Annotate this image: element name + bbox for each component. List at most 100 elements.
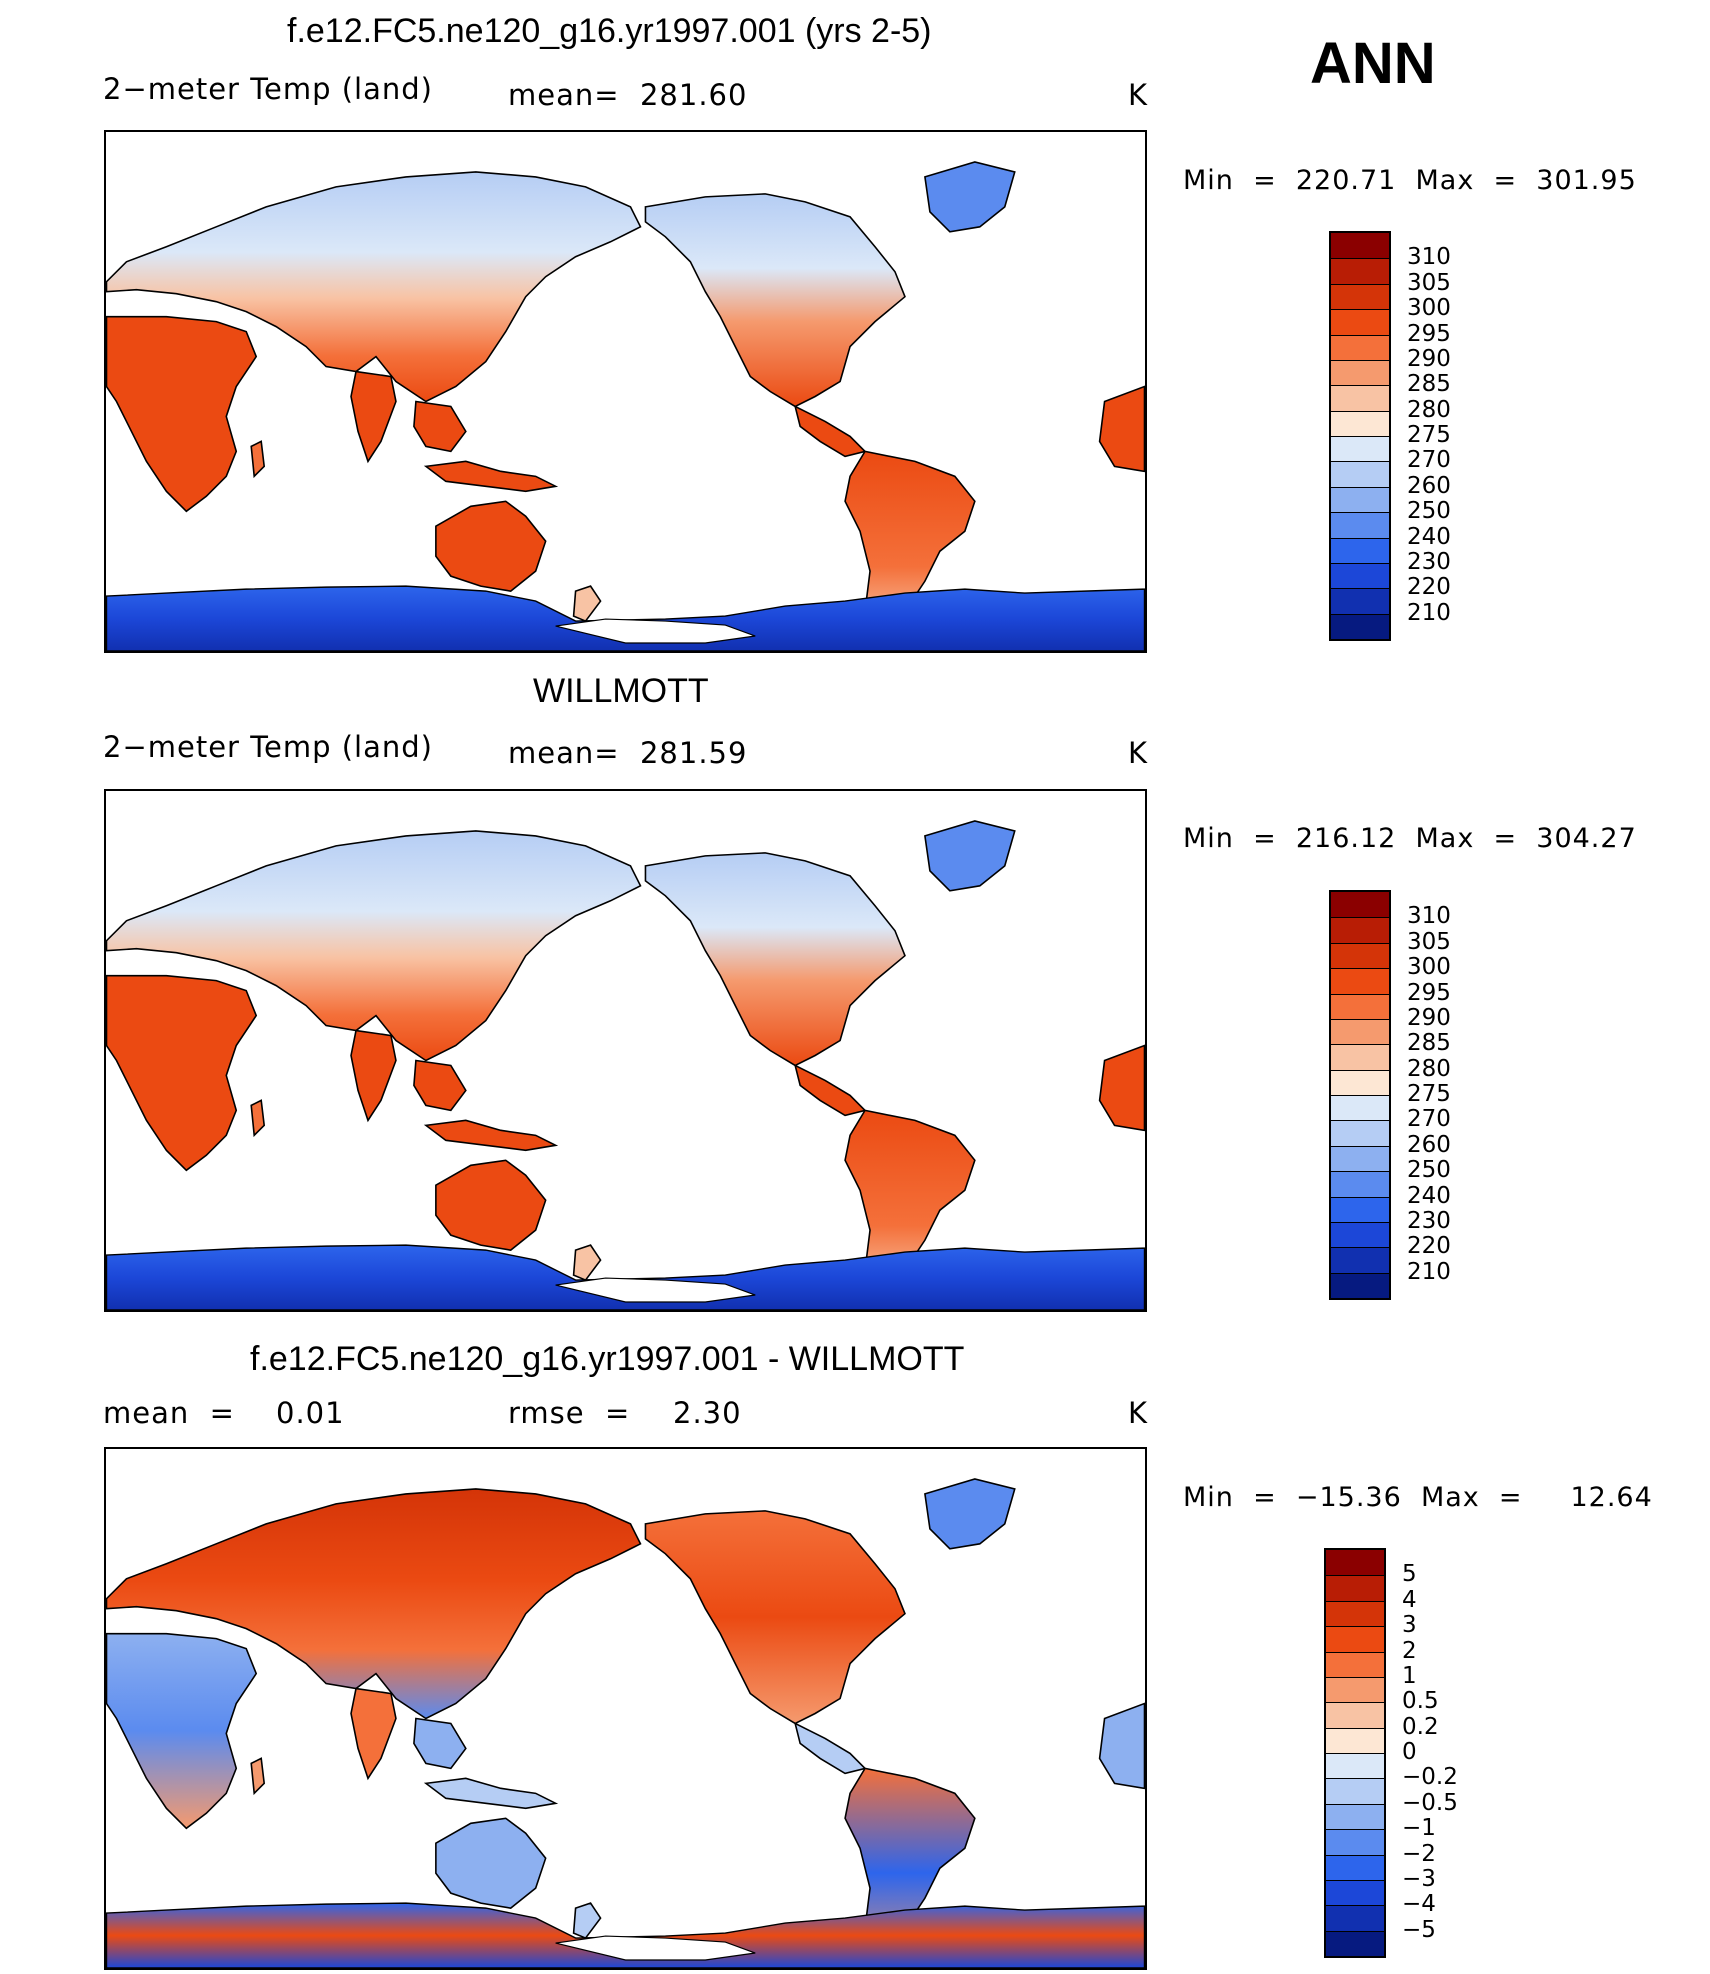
colorbar-segment [1326, 1575, 1384, 1601]
land-seasia [413, 1717, 467, 1770]
colorbar-tick-label: 0.5 [1402, 1688, 1439, 1715]
season-label: ANN [1310, 31, 1436, 96]
colorbar-tick-label: 310 [1407, 244, 1451, 271]
colorbar-segment [1326, 1626, 1384, 1652]
colorbar-tick-label: 260 [1407, 1131, 1451, 1158]
land-greenland [924, 161, 1016, 233]
colorbar-segment [1331, 359, 1389, 386]
mean-label: mean= 281.59 [508, 736, 748, 770]
colorbar-segment [1331, 968, 1389, 994]
colorbar-tick-label: 310 [1407, 903, 1451, 930]
colorbar-tick-label: 250 [1407, 498, 1451, 525]
land-indo [423, 460, 559, 493]
colorbar-segment [1331, 334, 1389, 360]
colorbar-segment [1331, 993, 1389, 1019]
land-namerica [644, 1510, 906, 1725]
colorbar-tick-label: 220 [1407, 574, 1451, 601]
colorbar-segment [1331, 1196, 1389, 1222]
units-label: K [1128, 78, 1149, 112]
colorbar-segment [1326, 1651, 1384, 1677]
colorbar-segment [1331, 1221, 1389, 1248]
colorbar-segment [1331, 537, 1389, 563]
colorbar-segment [1331, 588, 1389, 614]
colorbar-tick-label: 0.2 [1402, 1713, 1439, 1740]
colorbar-segment [1326, 1905, 1384, 1931]
rmse-value: 2.30 [673, 1396, 742, 1430]
colorbar-segment [1331, 486, 1389, 513]
variable-label: 2−meter Temp (land) [103, 730, 433, 764]
map-model [104, 130, 1147, 653]
land-africa [106, 974, 258, 1172]
colorbar-tick-label: −2 [1402, 1840, 1436, 1867]
land-seasia [413, 400, 467, 453]
units-label: K [1128, 1396, 1149, 1430]
world-map [106, 1478, 1145, 1968]
colorbar-segment [1331, 562, 1389, 589]
colorbar-tick-label: 250 [1407, 1157, 1451, 1184]
land-antarctica [106, 1902, 1145, 1968]
land-nz [572, 1244, 602, 1282]
colorbar-segment [1331, 1171, 1389, 1197]
land-madagascar [250, 1757, 266, 1796]
colorbar-tick-label: −3 [1402, 1865, 1436, 1892]
colorbar-segment [1331, 1247, 1389, 1273]
land-namerica [644, 852, 906, 1067]
mean-label: mean= 281.60 [508, 78, 748, 112]
land-camerica [793, 404, 867, 458]
colorbar-tick-label: 230 [1407, 548, 1451, 575]
land-camerica [793, 1721, 867, 1775]
land-africa [106, 1632, 258, 1830]
panel-title-diff: f.e12.FC5.ne120_g16.yr1997.001 - WILLMOT… [250, 1340, 965, 1378]
minmax-label: Min = 220.71 Max = 301.95 [1183, 165, 1637, 196]
land-india [350, 370, 397, 464]
colorbar-segment [1326, 1829, 1384, 1855]
colorbar-tick-label: 0 [1402, 1739, 1417, 1765]
land-eurasia [106, 1488, 642, 1720]
colorbar-tick-label: −0.2 [1402, 1764, 1458, 1791]
land-eurasia [106, 171, 642, 403]
colorbar-tick-label: 290 [1407, 1004, 1451, 1031]
colorbar-tick-label: 210 [1407, 1258, 1451, 1285]
land-seasia [413, 1059, 467, 1112]
colorbar-tick-label: 285 [1407, 1030, 1451, 1057]
colorbar-tick-label: 230 [1407, 1207, 1451, 1234]
colorbar-tick-label: 220 [1407, 1233, 1451, 1260]
colorbar-segment [1326, 1778, 1384, 1804]
colorbar-segment [1326, 1600, 1384, 1627]
colorbar [1329, 890, 1391, 1300]
colorbar-segment [1331, 1044, 1389, 1070]
colorbar-tick-label: 295 [1407, 320, 1451, 347]
colorbar-tick-label: 4 [1402, 1586, 1417, 1613]
colorbar-segment [1331, 1069, 1389, 1095]
map-obs [104, 789, 1147, 1312]
colorbar-tick-label: 260 [1407, 472, 1451, 499]
ice-shelf [555, 1935, 756, 1961]
colorbar-segment [1331, 1145, 1389, 1172]
units-label: K [1128, 736, 1149, 770]
colorbar-segment [1331, 436, 1389, 462]
colorbar-tick-label: −4 [1402, 1891, 1436, 1918]
land-antarctica [106, 1244, 1145, 1310]
colorbar-segment [1331, 892, 1389, 918]
land-australia [435, 1159, 547, 1251]
land-india [350, 1029, 397, 1123]
land-africa [106, 315, 258, 513]
land-safrica [1098, 385, 1145, 473]
colorbar-segment [1326, 1702, 1384, 1728]
rmse-label: rmse = [508, 1396, 631, 1430]
colorbar-tick-label: 3 [1402, 1612, 1417, 1639]
land-safrica [1098, 1702, 1145, 1790]
land-madagascar [250, 440, 266, 479]
colorbar-segment [1331, 1272, 1389, 1298]
colorbar-tick-label: 280 [1407, 396, 1451, 423]
land-nz [572, 1902, 602, 1940]
colorbar-segment [1331, 1120, 1389, 1146]
colorbar-tick-label: 240 [1407, 1182, 1451, 1209]
colorbar-tick-label: 2 [1402, 1637, 1417, 1664]
colorbar-segment [1331, 233, 1389, 259]
ice-shelf [555, 1277, 756, 1303]
colorbar-segment [1331, 283, 1389, 310]
land-indo [423, 1777, 559, 1810]
land-australia [435, 500, 547, 592]
colorbar-tick-label: 270 [1407, 1106, 1451, 1133]
